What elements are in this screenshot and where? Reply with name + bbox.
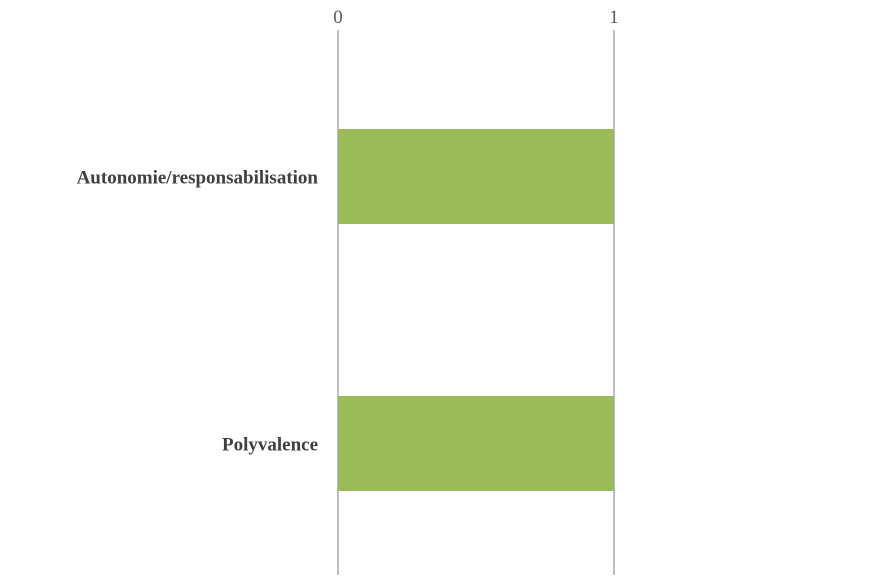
x-tick-label-0: 0 [333,7,343,28]
bars [338,129,614,491]
bar-0 [338,129,614,224]
gridlines [337,30,615,575]
category-label-1: Polyvalence [222,435,318,456]
bar-1 [338,396,614,491]
category-label-0: Autonomie/responsabilisation [77,168,319,189]
x-tick-label-1: 1 [609,7,619,28]
category-labels: Autonomie/responsabilisation Polyvalence [77,168,319,456]
